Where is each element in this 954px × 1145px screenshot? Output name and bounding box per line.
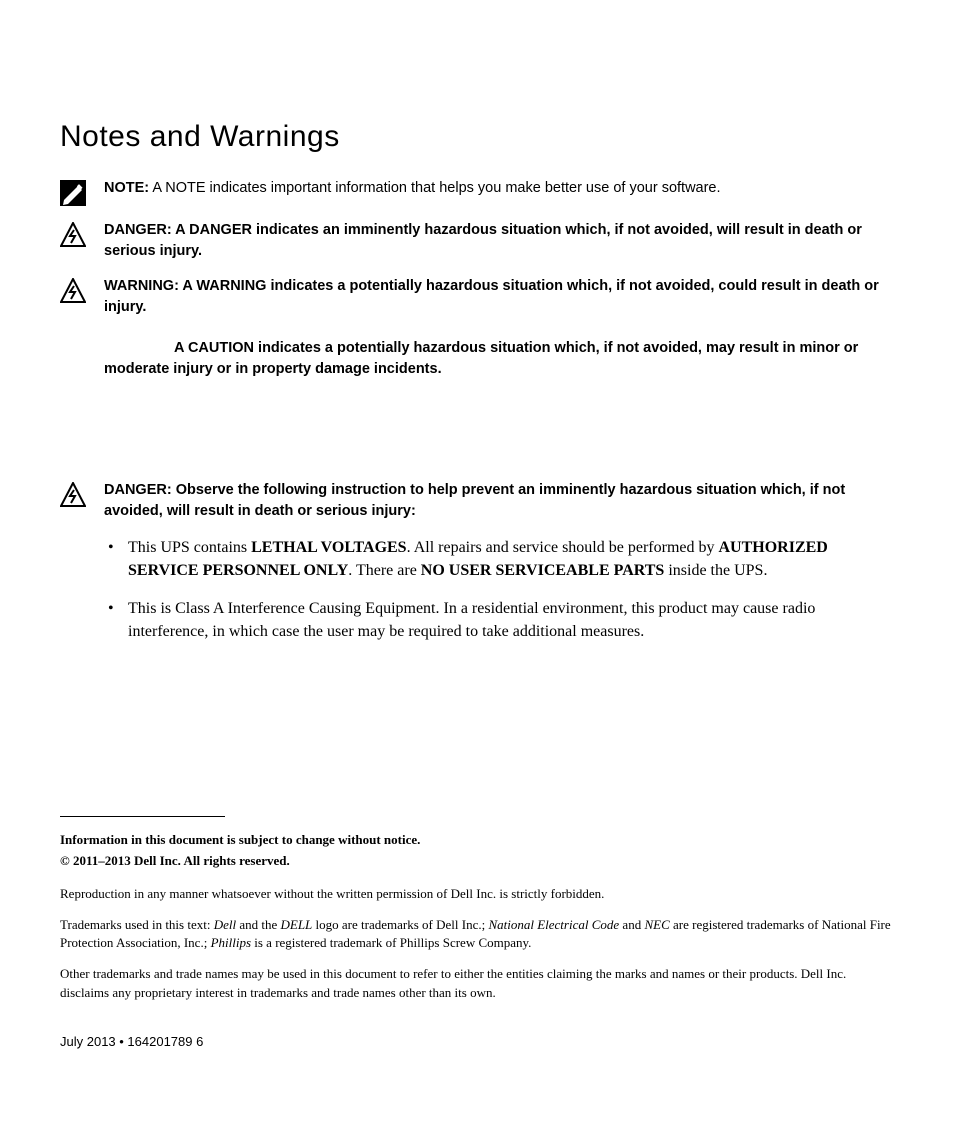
- bullet-strong: LETHAL VOLTAGES: [251, 539, 406, 556]
- tm-italic: Dell: [214, 917, 236, 932]
- note-text: NOTE: A NOTE indicates important informa…: [104, 178, 894, 199]
- tm-italic: National Electrical Code: [488, 917, 619, 932]
- danger2-text: DANGER: Observe the following instructio…: [104, 480, 894, 522]
- warning-body: A WARNING indicates a potentially hazard…: [104, 278, 879, 315]
- footer-change-notice: Information in this document is subject …: [60, 831, 894, 850]
- hazard-icon: [60, 482, 86, 508]
- footer-rule: [60, 816, 225, 817]
- danger-text: DANGER: A DANGER indicates an imminently…: [104, 220, 894, 262]
- warning-text: WARNING: A WARNING indicates a potential…: [104, 276, 894, 318]
- list-item: This is Class A Interference Causing Equ…: [104, 597, 894, 643]
- danger2-row: DANGER: Observe the following instructio…: [60, 480, 894, 522]
- bullet-text: This UPS contains: [128, 539, 251, 556]
- tm-text: is a registered trademark of Phillips Sc…: [251, 935, 531, 950]
- doc-meta: July 2013 • 164201789 6: [60, 1034, 203, 1049]
- tm-text: Trademarks used in this text:: [60, 917, 214, 932]
- danger-body: A DANGER indicates an imminently hazardo…: [104, 222, 862, 259]
- warning-label: WARNING:: [104, 278, 179, 294]
- hazard-icon: [60, 278, 86, 304]
- tm-italic: Phillips: [211, 935, 251, 950]
- bullet-text: . All repairs and service should be perf…: [407, 539, 719, 556]
- tm-text: and: [619, 917, 644, 932]
- footer: Information in this document is subject …: [60, 816, 894, 1015]
- caution-body: A CAUTION indicates a potentially hazard…: [104, 340, 858, 377]
- hazard-icon: [60, 222, 86, 248]
- caution-row: A CAUTION indicates a potentially hazard…: [104, 338, 894, 380]
- tm-italic: NEC: [644, 917, 669, 932]
- tm-italic: DELL: [281, 917, 313, 932]
- page-title: Notes and Warnings: [60, 120, 894, 154]
- bullet-text: inside the UPS.: [664, 562, 767, 579]
- footer-copyright: © 2011–2013 Dell Inc. All rights reserve…: [60, 852, 894, 871]
- bullet-strong: NO USER SERVICEABLE PARTS: [421, 562, 665, 579]
- bullet-text: . There are: [348, 562, 421, 579]
- tm-text: and the: [236, 917, 280, 932]
- note-row: NOTE: A NOTE indicates important informa…: [60, 178, 894, 206]
- bullet-list: This UPS contains LETHAL VOLTAGES. All r…: [104, 536, 894, 643]
- bullet-text: This is Class A Interference Causing Equ…: [128, 600, 815, 640]
- footer-other-tm: Other trademarks and trade names may be …: [60, 965, 894, 1003]
- note-icon: [60, 180, 86, 206]
- footer-trademarks: Trademarks used in this text: Dell and t…: [60, 916, 894, 954]
- danger-row: DANGER: A DANGER indicates an imminently…: [60, 220, 894, 262]
- note-label: NOTE:: [104, 180, 149, 196]
- note-body: A NOTE indicates important information t…: [149, 180, 720, 196]
- danger-label: DANGER:: [104, 222, 172, 238]
- warning-row: WARNING: A WARNING indicates a potential…: [60, 276, 894, 318]
- danger2-body: Observe the following instruction to hel…: [104, 482, 845, 519]
- footer-reproduction: Reproduction in any manner whatsoever wi…: [60, 885, 894, 904]
- tm-text: logo are trademarks of Dell Inc.;: [312, 917, 488, 932]
- danger2-label: DANGER:: [104, 482, 172, 498]
- list-item: This UPS contains LETHAL VOLTAGES. All r…: [104, 536, 894, 582]
